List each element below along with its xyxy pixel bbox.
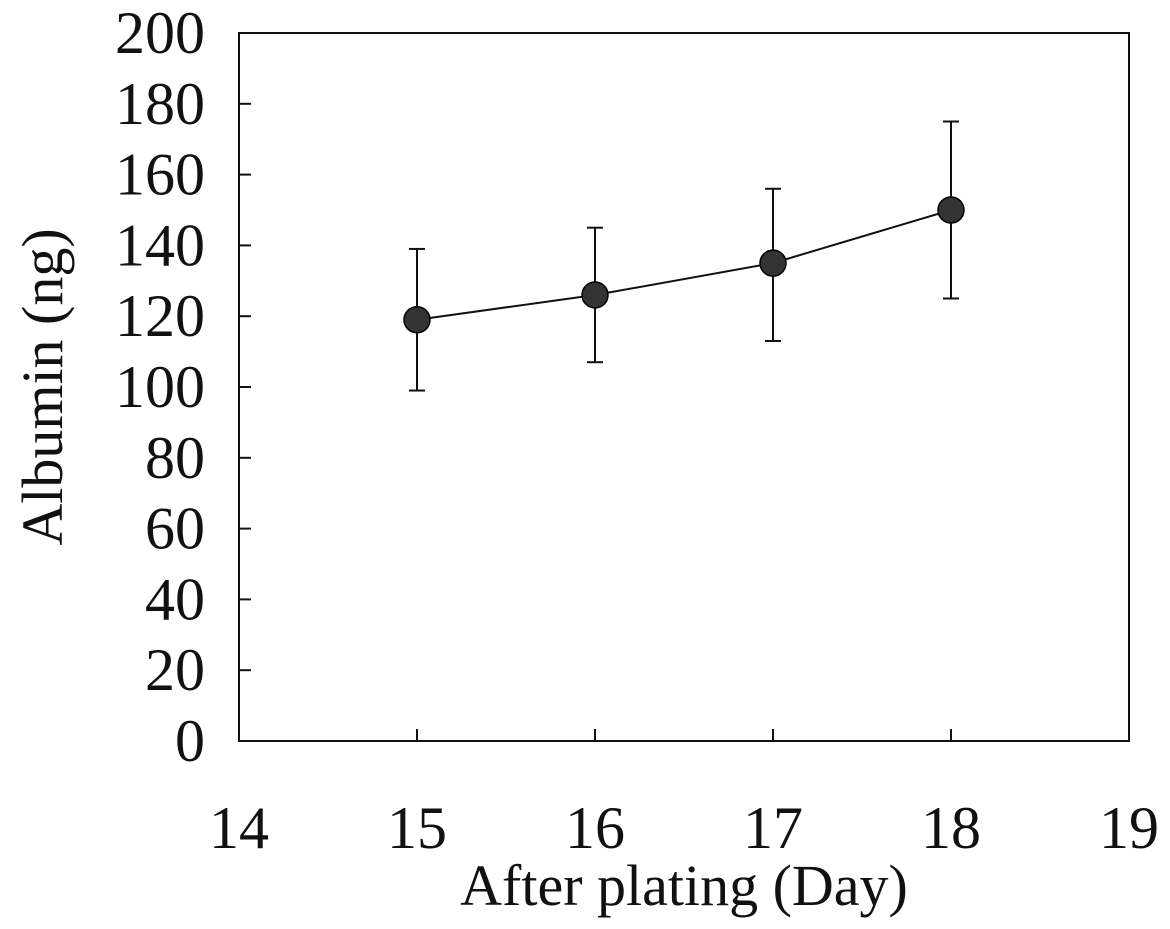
y-tick-label: 80	[145, 425, 205, 491]
y-tick-label: 200	[115, 0, 205, 66]
y-tick-label: 60	[145, 496, 205, 562]
x-tick-label: 16	[565, 795, 625, 861]
y-tick-label: 0	[175, 708, 205, 774]
plot-frame	[238, 32, 1130, 742]
x-tick-label: 17	[743, 795, 803, 861]
x-tick-label: 19	[1099, 795, 1159, 861]
y-tick-label: 120	[115, 283, 205, 349]
x-tick-label: 14	[209, 795, 269, 861]
x-axis-ticks: 14 15 16 17 18 19	[209, 729, 1159, 861]
y-tick-label: 40	[145, 566, 205, 632]
x-tick-label: 18	[921, 795, 981, 861]
y-tick-label: 160	[115, 142, 205, 208]
data-point	[759, 249, 787, 277]
data-markers	[403, 196, 965, 334]
data-point	[403, 305, 431, 334]
error-bars	[409, 120, 959, 392]
data-point	[581, 281, 609, 309]
y-axis-title: Albumin (ng)	[10, 228, 75, 545]
y-tick-label: 140	[115, 212, 205, 278]
y-tick-label: 180	[115, 71, 205, 137]
x-axis-title: After plating (Day)	[460, 853, 908, 918]
series-line	[416, 209, 952, 321]
data-point	[937, 196, 965, 224]
y-tick-label: 20	[145, 637, 205, 703]
y-tick-label: 100	[115, 354, 205, 420]
x-tick-label: 15	[387, 795, 447, 861]
